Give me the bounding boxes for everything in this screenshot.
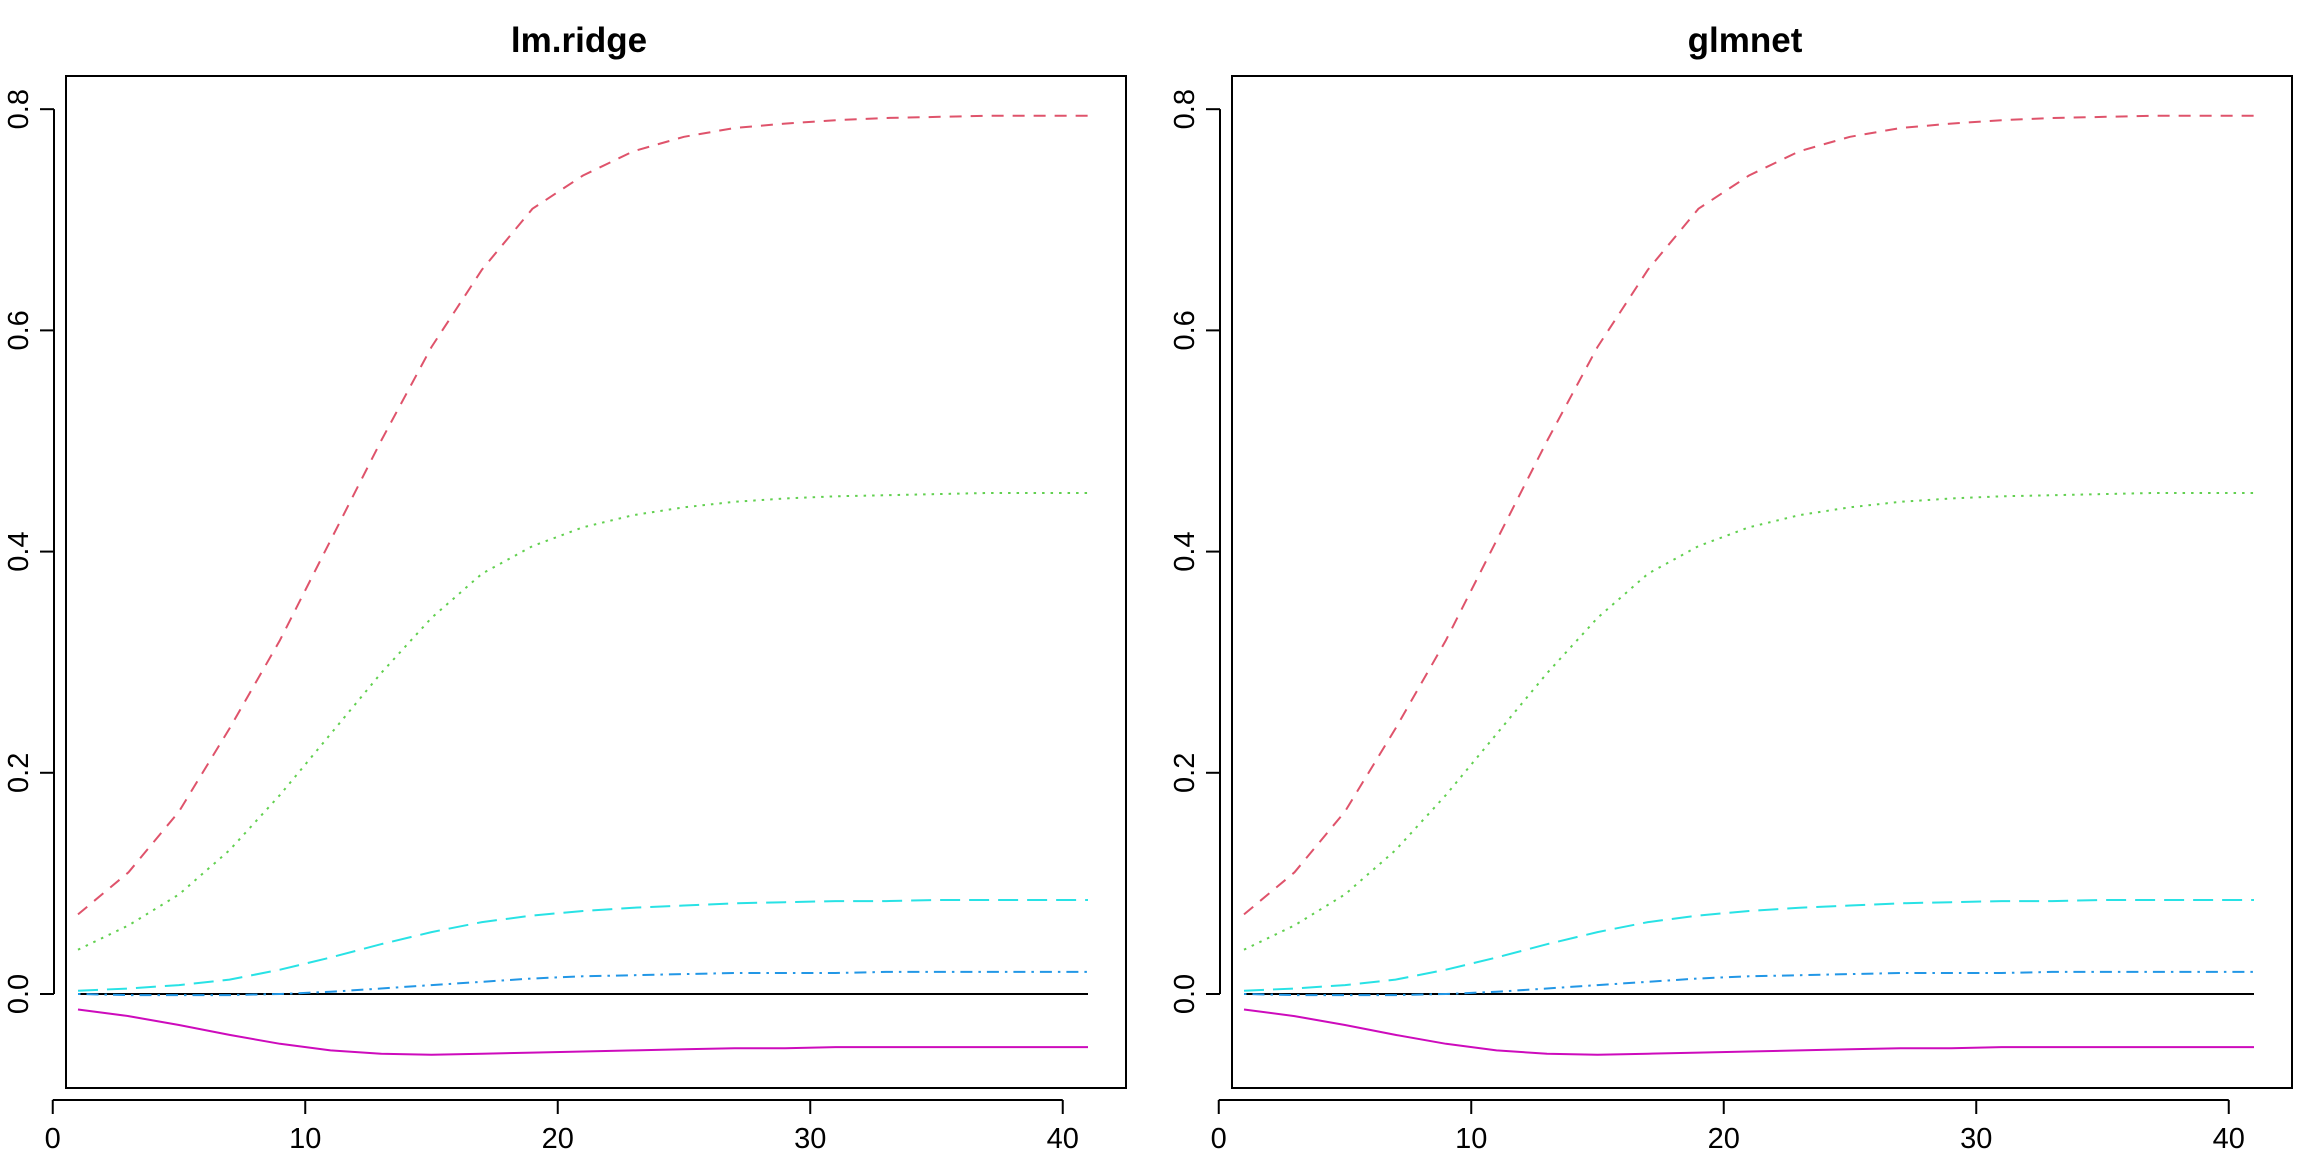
panel-lm-ridge: lm.ridge 0 10 20 30 40 0.0 0.2 0.4 0.6 0.8 [3,21,1127,1152]
series-line [1243,899,2254,992]
series-line [77,114,1088,916]
series-line [77,1008,1088,1056]
series-line [77,970,1088,997]
y-tick-label: 0.2 [1169,753,1201,793]
x-tick-label: 0 [1211,1123,1227,1152]
x-tick-label: 20 [542,1123,574,1152]
y-tick-label: 0.8 [1169,89,1201,129]
y-tick-label: 0.2 [3,753,35,793]
y-tick-label: 0.6 [3,310,35,350]
x-tick-label: 40 [2213,1123,2245,1152]
x-tick-label: 30 [1960,1123,1992,1152]
panel-glmnet: glmnet 0 10 20 30 40 0.0 0.2 0.4 0.6 0.8 [1169,21,2293,1152]
x-tick-label: 20 [1708,1123,1740,1152]
y-tick-label: 0.6 [1169,310,1201,350]
y-tick-label: 0.8 [3,89,35,129]
panel-title: glmnet [1688,21,1803,60]
series-line [1243,114,2254,916]
plot-frame [1231,75,2293,1089]
x-tick-label: 40 [1047,1123,1079,1152]
x-tick-label: 0 [45,1123,61,1152]
y-tick-label: 0.4 [3,531,35,571]
x-tick-label: 30 [794,1123,826,1152]
y-tick-label: 0.0 [3,974,35,1014]
panel-title: lm.ridge [511,21,647,60]
series-line [77,899,1088,992]
x-tick-label: 10 [1455,1123,1487,1152]
y-tick-label: 0.0 [1169,974,1201,1014]
series-line [1243,970,2254,997]
plot-frame [65,75,1127,1089]
x-tick-label: 10 [289,1123,321,1152]
y-tick-label: 0.4 [1169,531,1201,571]
series-line [1243,1008,2254,1056]
